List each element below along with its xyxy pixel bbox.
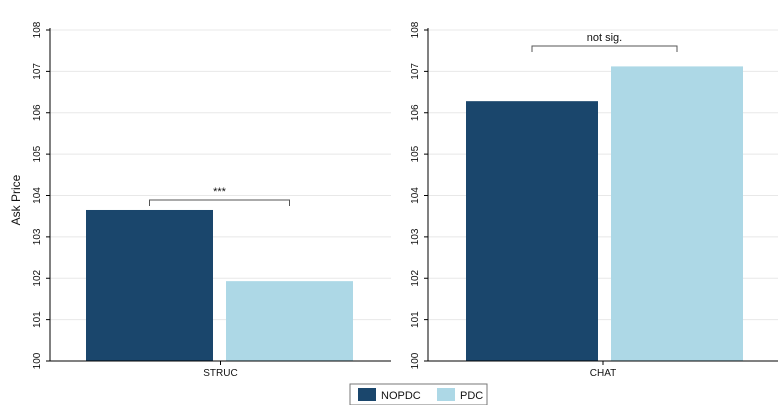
y-tick-label: 102 xyxy=(410,269,421,286)
y-tick-label: 100 xyxy=(410,352,421,369)
y-tick-label: 103 xyxy=(410,228,421,245)
y-tick-label: 103 xyxy=(32,228,43,245)
y-tick-label: 104 xyxy=(32,187,43,204)
y-tick-label: 105 xyxy=(32,145,43,162)
y-tick-label: 106 xyxy=(32,104,43,121)
y-tick-label: 108 xyxy=(410,21,421,38)
y-tick-label: 100 xyxy=(32,352,43,369)
y-tick-label: 102 xyxy=(32,269,43,286)
y-tick-label: 106 xyxy=(410,104,421,121)
significance-label: *** xyxy=(213,186,227,198)
chart-panel-chat: 100 101 102 103 104 105 106 107 108 CHAT not sig. xyxy=(410,21,778,379)
bar-struc-pdc xyxy=(226,281,353,361)
legend-label-pdc: PDC xyxy=(460,390,483,402)
y-tick-label: 104 xyxy=(410,187,421,204)
y-tick-label: 108 xyxy=(32,21,43,38)
x-category-label: CHAT xyxy=(590,368,616,379)
bar-chat-pdc xyxy=(611,66,743,361)
legend-swatch-nopdc xyxy=(358,388,376,401)
significance-bracket xyxy=(149,199,290,206)
y-tick-label: 101 xyxy=(32,311,43,328)
bar-chat-nopdc xyxy=(466,101,598,361)
bar-struc-nopdc xyxy=(86,209,213,361)
y-tick-label: 105 xyxy=(410,145,421,162)
y-axis-title: Ask Price xyxy=(9,174,23,225)
y-tick-label: 107 xyxy=(32,63,43,80)
significance-bracket xyxy=(531,45,678,52)
y-tick-label: 101 xyxy=(410,311,421,328)
y-tick-label: 107 xyxy=(410,63,421,80)
x-category-label: STRUC xyxy=(203,368,237,379)
legend-swatch-pdc xyxy=(437,388,455,401)
legend: NOPDC PDC xyxy=(349,383,488,406)
chart-panels: 100101102103104105106107108STRUC***10010… xyxy=(32,21,778,379)
chart-panel-struc: 100 101 102 103 104 105 106 107 108 STRUC *** xyxy=(32,21,391,379)
legend-label-nopdc: NOPDC xyxy=(381,390,421,402)
significance-label: not sig. xyxy=(587,32,622,44)
